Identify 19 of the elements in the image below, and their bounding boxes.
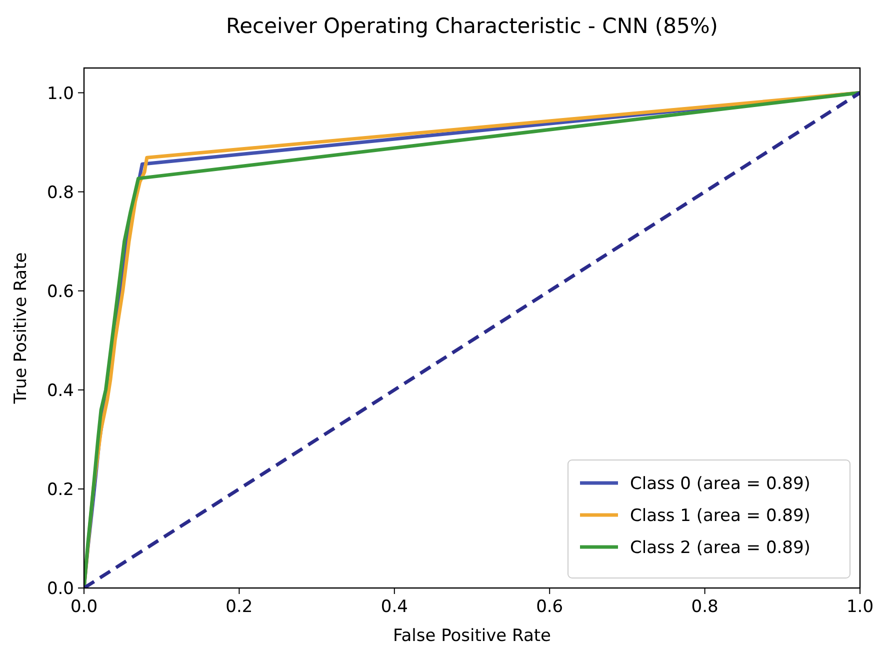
x-tick-label: 0.0 xyxy=(70,597,98,617)
y-tick-label: 0.8 xyxy=(46,182,74,203)
legend-label: Class 0 (area = 0.89) xyxy=(630,474,810,494)
x-tick-label: 0.6 xyxy=(536,597,564,617)
x-tick-label: 0.4 xyxy=(380,597,408,617)
y-tick-label: 0.2 xyxy=(46,480,74,500)
x-tick-label: 1.0 xyxy=(846,597,874,617)
y-tick-label: 1.0 xyxy=(46,84,74,104)
chart-title: Receiver Operating Characteristic - CNN (85%) xyxy=(226,14,718,38)
x-tick-label: 0.2 xyxy=(226,597,253,617)
legend-label: Class 2 (area = 0.89) xyxy=(630,538,810,558)
y-tick-label: 0.6 xyxy=(46,282,74,302)
y-tick-label: 0.0 xyxy=(46,579,74,599)
legend-label: Class 1 (area = 0.89) xyxy=(630,506,810,526)
x-tick-label: 0.8 xyxy=(691,597,718,617)
line-series xyxy=(84,91,860,588)
x-axis-title: False Positive Rate xyxy=(393,626,551,646)
y-tick-label: 0.4 xyxy=(46,380,74,401)
y-axis-title: True Positive Rate xyxy=(11,252,31,405)
